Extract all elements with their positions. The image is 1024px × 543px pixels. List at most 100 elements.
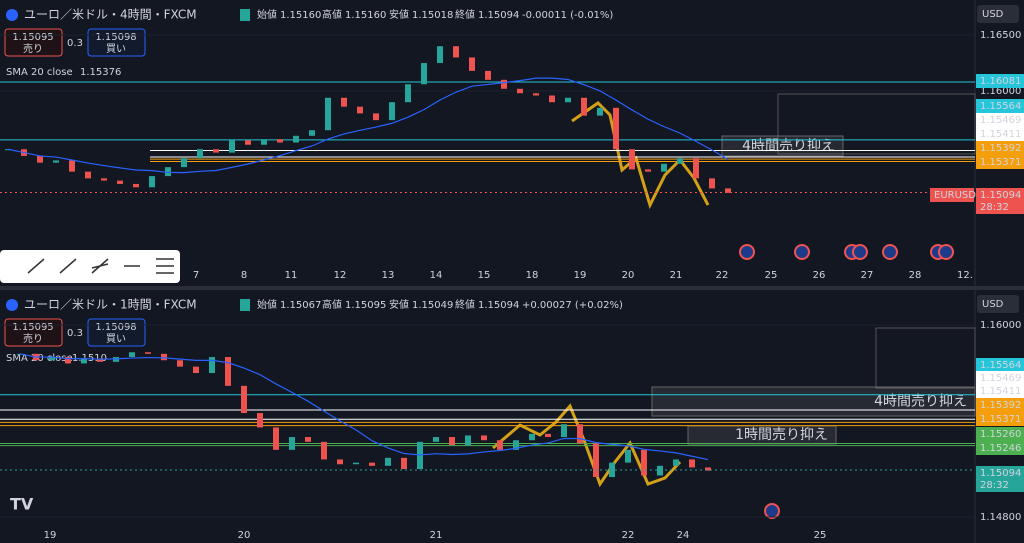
y-tick-label: 1.16000 [980,86,1021,97]
ohlc-value: 1.15160 [345,10,386,21]
change: -0.00011 (-0.01%) [522,10,613,21]
candle [149,176,155,188]
candle [481,435,487,441]
currency-button[interactable] [977,5,1019,23]
candle [261,139,267,145]
date-label: 27 [861,270,874,281]
y-tick-label: 1.16500 [980,30,1021,41]
candle [69,160,75,172]
candle [353,462,359,465]
date-label: 13 [382,270,395,281]
candle [117,180,123,184]
box-drawing [777,93,976,155]
date-label: 19 [44,530,57,541]
candle [241,385,247,414]
buy-price: 1.15098 [95,32,136,43]
buy-price: 1.15098 [95,322,136,333]
level-tag [976,74,1024,88]
sma-line [19,353,709,461]
sell-label: 売り [23,332,43,345]
level-tag [976,427,1024,441]
date-label: 18 [526,270,539,281]
logo: TV [10,495,34,514]
date-label: 25 [765,270,778,281]
y-tick-label: 1.14800 [980,512,1021,523]
candle [677,158,683,164]
candle [357,106,363,114]
candle [325,97,331,131]
ohlc-value: 1.15094 [478,10,519,21]
zone-label: 4時間売り抑え [742,138,835,154]
candle [293,135,299,143]
flag [240,9,250,21]
level-label: 1.15469 [980,373,1021,384]
date-label: 12. [957,270,973,281]
currency: USD [982,9,1004,20]
candle [225,357,231,386]
candle [165,167,171,177]
sell-button[interactable] [4,28,63,57]
zone-label: 4時間売り抑え [874,394,967,410]
level-tag [976,155,1024,169]
candle [97,358,103,362]
symbol-title: ユーロ／米ドル・1時間・FXCM [24,298,197,312]
level-tag [976,113,1024,127]
candle [657,465,663,476]
candle [549,95,555,103]
level-label: 1.15371 [980,414,1021,425]
candle [133,183,139,188]
level-tag [976,441,1024,455]
buy-button[interactable] [87,318,146,347]
candle [209,357,215,374]
date-label: 22 [622,530,635,541]
candle [405,84,411,103]
ohlc-name: 高値 [322,8,342,21]
indicator-name: SMA 20 close [6,353,73,364]
date-label: 8 [241,270,247,281]
candle [705,467,711,471]
buy-button[interactable] [87,28,146,57]
candle [309,130,315,136]
date-label: 20 [622,270,635,281]
change: +0.00027 (+0.02%) [522,300,623,311]
candle [533,93,539,96]
candle [513,440,519,450]
ohlc-value: 1.15094 [478,300,519,311]
candle [373,113,379,121]
y-tick-label: 1.16000 [980,320,1021,331]
candle [689,459,695,468]
candle [465,435,471,446]
candle [453,46,459,58]
symbol-tag-label: EURUSD [934,190,976,201]
currency-button[interactable] [977,295,1019,313]
candle [85,171,91,179]
candle [273,427,279,450]
level-label: 1.15564 [980,360,1021,371]
zone-label: 1時間売り抑え [735,427,828,443]
last-price-label: 1.15094 [980,468,1021,479]
candle [289,437,295,450]
level-label: 1.16081 [980,76,1021,87]
candle [385,457,391,466]
candle [177,360,183,367]
candle [129,352,135,358]
candle [369,462,375,466]
sell-button[interactable] [4,318,63,347]
date-label: 7 [193,270,199,281]
indicator-value: 1.15376 [80,67,121,78]
candle [53,160,59,163]
ohlc-name: 高値 [322,298,342,311]
ohlc-name: 始値 [257,8,277,21]
candle [673,459,679,466]
last-price-tag [976,188,1024,214]
flag [240,299,250,311]
indicator-name: SMA 20 close [6,67,73,78]
date-label: 22 [716,270,729,281]
ohlc-name: 安値 [389,8,409,21]
candle [229,140,235,153]
date-label: 12 [334,270,347,281]
candle [485,70,491,80]
level-label: 1.15564 [980,101,1021,112]
candle [577,424,583,444]
buy-label: 買い [106,333,126,345]
